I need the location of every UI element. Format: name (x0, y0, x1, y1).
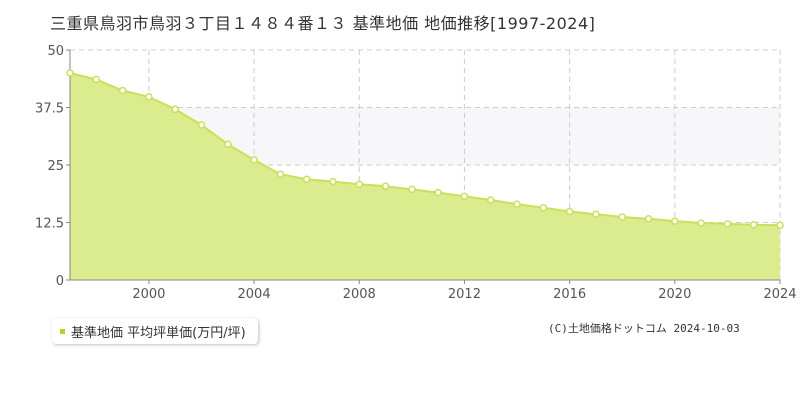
data-point (618, 213, 626, 221)
data-point (434, 188, 442, 197)
y-tick-labels: 0 12.5 25 37.5 50 (35, 44, 64, 289)
area-fill (70, 73, 780, 280)
data-point (118, 86, 127, 95)
data-point (776, 221, 784, 230)
legend-label: 基準地価 平均坪単価(万円/坪) (71, 325, 246, 341)
series-line (69, 72, 781, 227)
data-point (408, 185, 416, 194)
data-point (697, 219, 705, 227)
data-point (539, 204, 548, 212)
data-point (224, 140, 232, 149)
data-points (66, 69, 784, 230)
data-point (513, 200, 521, 208)
data-point (197, 121, 206, 129)
chart-title: 三重県鳥羽市鳥羽３丁目１４８４番１３ 基準地価 地価推移[1997-2024] (50, 14, 596, 33)
y-tick-label: 37.5 (35, 102, 64, 117)
x-tick-label: 2016 (553, 287, 586, 302)
x-tick-label: 2012 (448, 287, 481, 302)
legend: 基準地価 平均坪単価(万円/坪) (52, 318, 258, 344)
data-point (145, 93, 153, 101)
y-tick-label: 0 (56, 274, 64, 289)
data-point (592, 210, 600, 218)
x-tick-label: 2000 (132, 287, 165, 302)
data-point (565, 207, 574, 216)
axes (66, 49, 781, 284)
data-point (749, 221, 758, 229)
data-point (92, 75, 101, 84)
x-tick-label: 2004 (238, 287, 271, 302)
y-tick-label: 50 (47, 44, 64, 59)
data-point (671, 217, 679, 225)
data-point (171, 105, 179, 114)
copyright-text: (C)土地価格ドットコム 2024-10-03 (548, 322, 740, 335)
data-point (723, 220, 732, 228)
y-tick-label: 12.5 (35, 217, 64, 232)
x-tick-label: 2008 (343, 287, 376, 302)
data-point (355, 180, 364, 189)
data-point (644, 215, 653, 223)
x-tick-label: 2024 (763, 287, 796, 302)
data-point (329, 177, 337, 186)
x-tick-labels: 2000 2004 2008 2012 2016 2020 2024 (132, 287, 796, 302)
y-tick-label: 25 (47, 159, 64, 174)
data-point (486, 196, 495, 204)
x-tick-label: 2020 (658, 287, 691, 302)
data-point (381, 182, 390, 190)
data-point (276, 170, 285, 178)
data-point (66, 69, 74, 77)
legend-marker-icon (60, 328, 65, 334)
data-point (460, 192, 469, 201)
data-point (250, 156, 258, 164)
data-point (302, 175, 311, 184)
